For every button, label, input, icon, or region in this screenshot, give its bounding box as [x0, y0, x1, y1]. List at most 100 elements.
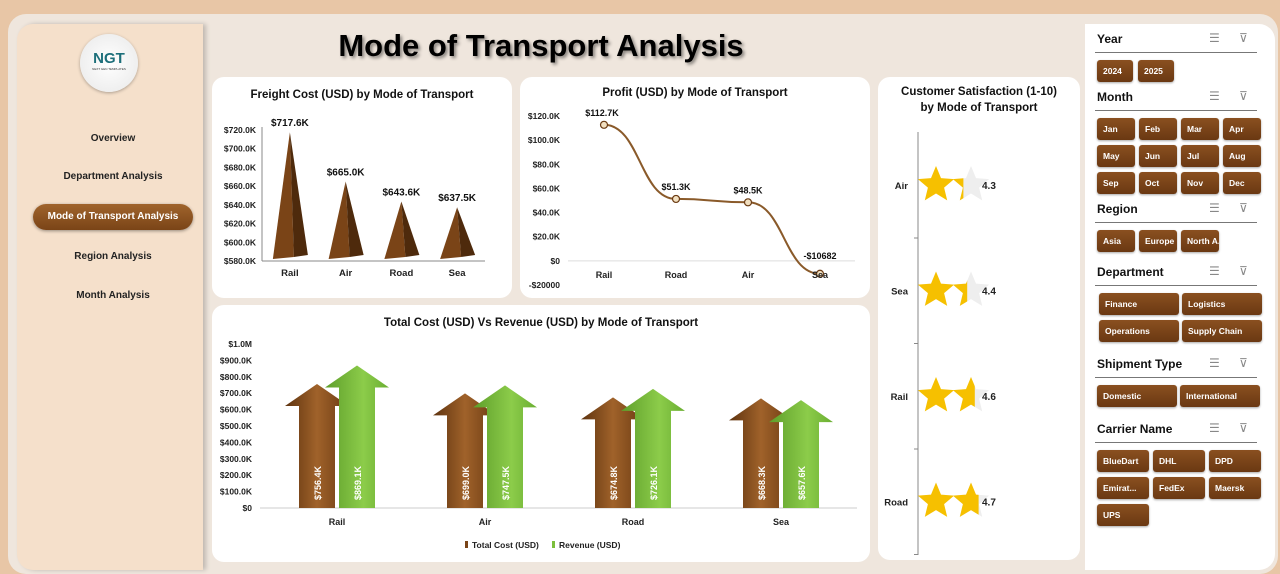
- nav-item-month-analysis[interactable]: Month Analysis: [76, 290, 150, 301]
- y-tick-label: $20.0K: [533, 232, 561, 242]
- slicer-button-jul[interactable]: Jul: [1181, 145, 1219, 167]
- pyramid-bar-side: [289, 132, 308, 257]
- slicer-title: Shipment Type: [1097, 357, 1183, 371]
- slicer-button-aug[interactable]: Aug: [1223, 145, 1261, 167]
- slicer-button-finance[interactable]: Finance: [1099, 293, 1179, 315]
- y-tick-label: $1.0M: [228, 339, 252, 349]
- y-tick-label: $800.0K: [220, 372, 253, 382]
- profit-chart: Profit (USD) by Mode of Transport -$2000…: [520, 77, 870, 298]
- nav-item-department-analysis[interactable]: Department Analysis: [63, 171, 163, 182]
- arrow-bar-revenue: [769, 400, 833, 508]
- slicer-button-2024[interactable]: 2024: [1097, 60, 1133, 82]
- slicer-title: Department: [1097, 265, 1164, 279]
- y-tick-label: $500.0K: [220, 421, 253, 431]
- multi-select-icon[interactable]: ☰: [1209, 421, 1220, 435]
- multi-select-icon[interactable]: ☰: [1209, 31, 1220, 45]
- x-tick-label: Road: [665, 270, 688, 280]
- slicer-button-mar[interactable]: Mar: [1181, 118, 1219, 140]
- x-tick-label: Sea: [449, 268, 467, 279]
- multi-select-icon[interactable]: ☰: [1209, 264, 1220, 278]
- slicer-title: Month: [1097, 90, 1133, 104]
- legend-label: Revenue (USD): [559, 540, 621, 550]
- slicer-button-supply-chain[interactable]: Supply Chain: [1182, 320, 1262, 342]
- slicer-button-international[interactable]: International: [1180, 385, 1260, 407]
- star-icon: [917, 166, 955, 201]
- star-icon: [917, 482, 955, 517]
- clear-filter-icon[interactable]: ⊽: [1239, 89, 1248, 103]
- slicer-button-domestic[interactable]: Domestic: [1097, 385, 1177, 407]
- arrow-bar-revenue: [325, 365, 389, 508]
- slicer-button-may[interactable]: May: [1097, 145, 1135, 167]
- x-tick-label: Road: [622, 517, 645, 527]
- clear-filter-icon[interactable]: ⊽: [1239, 264, 1248, 278]
- y-tick-label: $40.0K: [533, 208, 561, 218]
- y-tick-label: $120.0K: [528, 111, 561, 121]
- slicer-button-dec[interactable]: Dec: [1223, 172, 1261, 194]
- y-tick-label: $100.0K: [528, 135, 561, 145]
- slicer-button-fedex[interactable]: FedEx: [1153, 477, 1205, 499]
- slicer-button-maersk[interactable]: Maersk: [1209, 477, 1261, 499]
- x-tick-label: Air: [339, 268, 353, 279]
- y-tick-label: Air: [895, 181, 909, 192]
- slicer-divider: [1095, 285, 1257, 286]
- slicer-button-oct[interactable]: Oct: [1139, 172, 1177, 194]
- star-icon: [952, 280, 968, 306]
- slicer-button-dhl[interactable]: DHL: [1153, 450, 1205, 472]
- y-tick-label: $100.0K: [220, 487, 253, 497]
- slicer-button-north-a-[interactable]: North A...: [1181, 230, 1219, 252]
- y-tick-label: Rail: [891, 392, 908, 403]
- slicer-button-jan[interactable]: Jan: [1097, 118, 1135, 140]
- pyramid-bar: [440, 207, 462, 259]
- multi-select-icon[interactable]: ☰: [1209, 201, 1220, 215]
- slicer-button-operations[interactable]: Operations: [1099, 320, 1179, 342]
- x-tick-label: Rail: [329, 517, 346, 527]
- freight-cost-chart: Freight Cost (USD) by Mode of Transport …: [212, 77, 512, 298]
- y-tick-label: -$20000: [529, 280, 560, 290]
- star-icon: [952, 178, 964, 201]
- pyramid-bar-side: [457, 207, 476, 257]
- arrow-bar-revenue: [473, 385, 537, 508]
- x-tick-label: Road: [390, 268, 414, 279]
- logo: NGT NEXT GEN TEMPLATES: [80, 34, 138, 92]
- clear-filter-icon[interactable]: ⊽: [1239, 356, 1248, 370]
- nav-item-overview[interactable]: Overview: [90, 133, 136, 144]
- slicer-button-sep[interactable]: Sep: [1097, 172, 1135, 194]
- data-label: -$10682: [803, 251, 836, 261]
- clear-filter-icon[interactable]: ⊽: [1239, 421, 1248, 435]
- slicer-button-apr[interactable]: Apr: [1223, 118, 1261, 140]
- slicer-button-logistics[interactable]: Logistics: [1182, 293, 1262, 315]
- slicer-button-asia[interactable]: Asia: [1097, 230, 1135, 252]
- y-tick-label: $700.0K: [220, 388, 253, 398]
- multi-select-icon[interactable]: ☰: [1209, 89, 1220, 103]
- data-point: [599, 120, 609, 129]
- slicer-button-bluedart[interactable]: BlueDart: [1097, 450, 1149, 472]
- slicer-button-dpd[interactable]: DPD: [1209, 450, 1261, 472]
- nav-item-region-analysis[interactable]: Region Analysis: [74, 251, 152, 262]
- data-label: $48.5K: [733, 185, 763, 195]
- data-label: $869.1K: [353, 465, 363, 500]
- chart-title: Total Cost (USD) Vs Revenue (USD) by Mod…: [383, 317, 699, 329]
- slicer-button-feb[interactable]: Feb: [1139, 118, 1177, 140]
- data-label: 4.4: [982, 287, 996, 298]
- data-label: $726.1K: [649, 465, 659, 500]
- slicer-button-ups[interactable]: UPS: [1097, 504, 1149, 526]
- slicer-button-2025[interactable]: 2025: [1138, 60, 1174, 82]
- slicer-button-europe[interactable]: Europe: [1139, 230, 1177, 252]
- slicer-button-emirat-[interactable]: Emirat...: [1097, 477, 1149, 499]
- data-point: [743, 198, 753, 207]
- y-tick-label: $660.0K: [224, 181, 257, 191]
- slicer-button-jun[interactable]: Jun: [1139, 145, 1177, 167]
- nav-item-mode-of-transport-analysis[interactable]: Mode of Transport Analysis: [33, 204, 193, 230]
- x-tick-label: Air: [479, 517, 492, 527]
- star-icon: [917, 271, 955, 306]
- y-tick-label: $720.0K: [224, 125, 257, 135]
- chart-title: Profit (USD) by Mode of Transport: [602, 87, 788, 99]
- y-tick-label: $0: [243, 503, 253, 513]
- y-tick-label: $400.0K: [220, 437, 253, 447]
- y-tick-label: $600.0K: [220, 405, 253, 415]
- slicer-divider: [1095, 377, 1257, 378]
- multi-select-icon[interactable]: ☰: [1209, 356, 1220, 370]
- clear-filter-icon[interactable]: ⊽: [1239, 31, 1248, 45]
- slicer-button-nov[interactable]: Nov: [1181, 172, 1219, 194]
- clear-filter-icon[interactable]: ⊽: [1239, 201, 1248, 215]
